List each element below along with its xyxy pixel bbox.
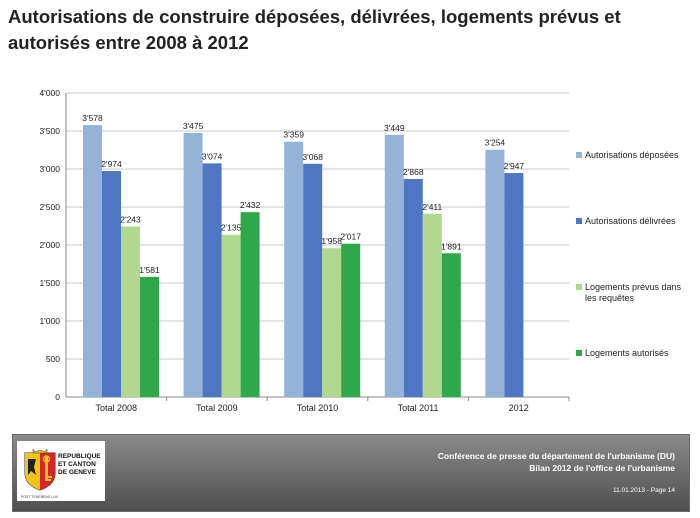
logo-line-1: REPUBLIQUE bbox=[58, 453, 101, 461]
bar-value-label: 2'135 bbox=[221, 223, 242, 233]
bar-value-label: 2'947 bbox=[504, 161, 525, 171]
bar-value-label: 2'017 bbox=[340, 232, 361, 242]
y-tick-label: 500 bbox=[46, 354, 60, 364]
y-tick-label: 0 bbox=[55, 392, 60, 402]
bar-value-label: 1'958 bbox=[321, 236, 342, 246]
y-tick-label: 3'500 bbox=[39, 126, 60, 136]
legend-swatch-deposees bbox=[576, 152, 582, 158]
bar-value-label: 2'974 bbox=[101, 159, 122, 169]
y-tick-label: 1'500 bbox=[39, 278, 60, 288]
bar bbox=[140, 277, 159, 397]
logo-line-2: ET CANTON bbox=[58, 461, 101, 469]
chart-area: 0 500 1'000 1'500 2'000 2'500 3'000 3'500 4'000 3… bbox=[14, 83, 686, 428]
bar-value-label: 3'475 bbox=[183, 121, 204, 131]
bar-value-label: 1'891 bbox=[441, 241, 462, 251]
bar bbox=[303, 164, 322, 397]
footer-date-page: 11.01.2013 - Page 14 bbox=[613, 487, 675, 494]
bar bbox=[341, 244, 360, 397]
bar-value-label: 3'074 bbox=[202, 151, 223, 161]
x-tick-label: Total 2011 bbox=[398, 403, 439, 413]
legend-label-logements-prevus: Logements prévus dans les requêtes bbox=[585, 282, 685, 304]
bar bbox=[284, 142, 303, 397]
legend-swatch-logements-autorises bbox=[576, 350, 582, 356]
logo-text: REPUBLIQUE ET CANTON DE GENEVE bbox=[58, 453, 101, 477]
footer-subtitle: Bilan 2012 de l'office de l'urbanisme bbox=[529, 463, 675, 473]
legend-swatch-logements-prevus bbox=[576, 284, 582, 290]
bar bbox=[102, 171, 121, 397]
y-tick-label: 2'000 bbox=[39, 240, 60, 250]
footer-conference-title: Conférence de presse du département de l… bbox=[438, 451, 675, 461]
y-tick-label: 1'000 bbox=[39, 316, 60, 326]
bar-chart: 0 500 1'000 1'500 2'000 2'500 3'000 3'500 4'000 3… bbox=[14, 83, 686, 428]
bar bbox=[385, 135, 404, 397]
bar bbox=[222, 235, 241, 397]
logo-line-3: DE GENEVE bbox=[58, 469, 101, 477]
bar-value-label: 1'581 bbox=[139, 265, 160, 275]
bar bbox=[322, 248, 341, 397]
legend-label-delivrees: Autorisations délivrées bbox=[585, 216, 685, 227]
geneva-logo: REPUBLIQUE ET CANTON DE GENEVE POST TENE… bbox=[17, 441, 105, 501]
bar-value-label: 3'254 bbox=[485, 138, 506, 148]
bar bbox=[121, 227, 140, 397]
bar bbox=[404, 179, 423, 397]
bar-value-label: 3'578 bbox=[82, 113, 103, 123]
x-tick-label: Total 2009 bbox=[196, 403, 238, 413]
bar-value-label: 2'411 bbox=[422, 202, 442, 212]
bar bbox=[504, 173, 523, 397]
logo-motto: POST TENEBRAS LUX bbox=[21, 495, 58, 499]
legend-label-deposees: Autorisations déposées bbox=[585, 150, 685, 161]
y-tick-label: 4'000 bbox=[39, 88, 60, 98]
bar-value-label: 2'432 bbox=[240, 200, 261, 210]
legend-swatch-delivrees bbox=[576, 218, 582, 224]
bar-value-label: 3'449 bbox=[384, 123, 405, 133]
page-title: Autorisations de construire déposées, dé… bbox=[8, 4, 698, 56]
bar-value-label: 3'068 bbox=[302, 152, 323, 162]
x-tick-label: Total 2010 bbox=[297, 403, 339, 413]
bar-value-label: 2'868 bbox=[403, 167, 424, 177]
bar bbox=[184, 133, 203, 397]
bar bbox=[423, 214, 442, 397]
footer-banner: REPUBLIQUE ET CANTON DE GENEVE POST TENE… bbox=[12, 434, 690, 512]
bar bbox=[485, 150, 504, 397]
bar-value-label: 2'243 bbox=[120, 215, 141, 225]
bar bbox=[241, 212, 260, 397]
y-tick-label: 3'000 bbox=[39, 164, 60, 174]
geneva-crest-icon bbox=[23, 449, 57, 491]
bar bbox=[203, 163, 222, 397]
bar-value-label: 3'359 bbox=[283, 130, 304, 140]
y-tick-label: 2'500 bbox=[39, 202, 60, 212]
x-tick-label: Total 2008 bbox=[96, 403, 138, 413]
bar bbox=[442, 253, 461, 397]
x-tick-label: 2012 bbox=[509, 403, 529, 413]
legend-label-logements-autorises: Logements autorisés bbox=[585, 348, 685, 359]
bar bbox=[83, 125, 102, 397]
